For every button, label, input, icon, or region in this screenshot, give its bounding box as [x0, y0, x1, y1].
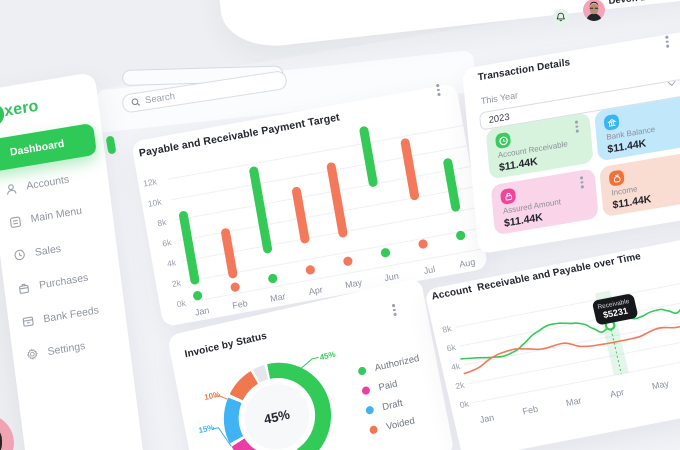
svg-text:4k: 4k — [450, 361, 462, 373]
svg-text:May: May — [651, 378, 670, 391]
svg-text:Feb: Feb — [522, 404, 539, 417]
svg-text:Mar: Mar — [269, 291, 286, 304]
svg-text:Jun: Jun — [383, 271, 399, 283]
svg-text:4k: 4k — [166, 257, 177, 269]
svg-text:8k: 8k — [441, 323, 453, 335]
svg-text:Jan: Jan — [194, 305, 210, 317]
svg-text:Feb: Feb — [231, 298, 248, 311]
svg-text:May: May — [344, 277, 363, 290]
svg-text:10k: 10k — [147, 196, 163, 208]
svg-text:0k: 0k — [459, 398, 471, 410]
svg-text:Jul: Jul — [423, 264, 436, 276]
svg-text:6k: 6k — [446, 342, 458, 354]
svg-text:Apr: Apr — [609, 387, 625, 399]
svg-text:Jan: Jan — [479, 412, 495, 425]
svg-text:12k: 12k — [142, 176, 158, 188]
svg-text:Apr: Apr — [308, 284, 324, 296]
svg-text:0k: 0k — [176, 298, 187, 310]
svg-text:Mar: Mar — [565, 395, 582, 408]
svg-text:Aug: Aug — [458, 257, 475, 270]
svg-text:2k: 2k — [454, 380, 466, 392]
svg-text:8k: 8k — [157, 217, 168, 229]
svg-text:6k: 6k — [161, 237, 172, 249]
svg-text:2k: 2k — [171, 278, 182, 290]
